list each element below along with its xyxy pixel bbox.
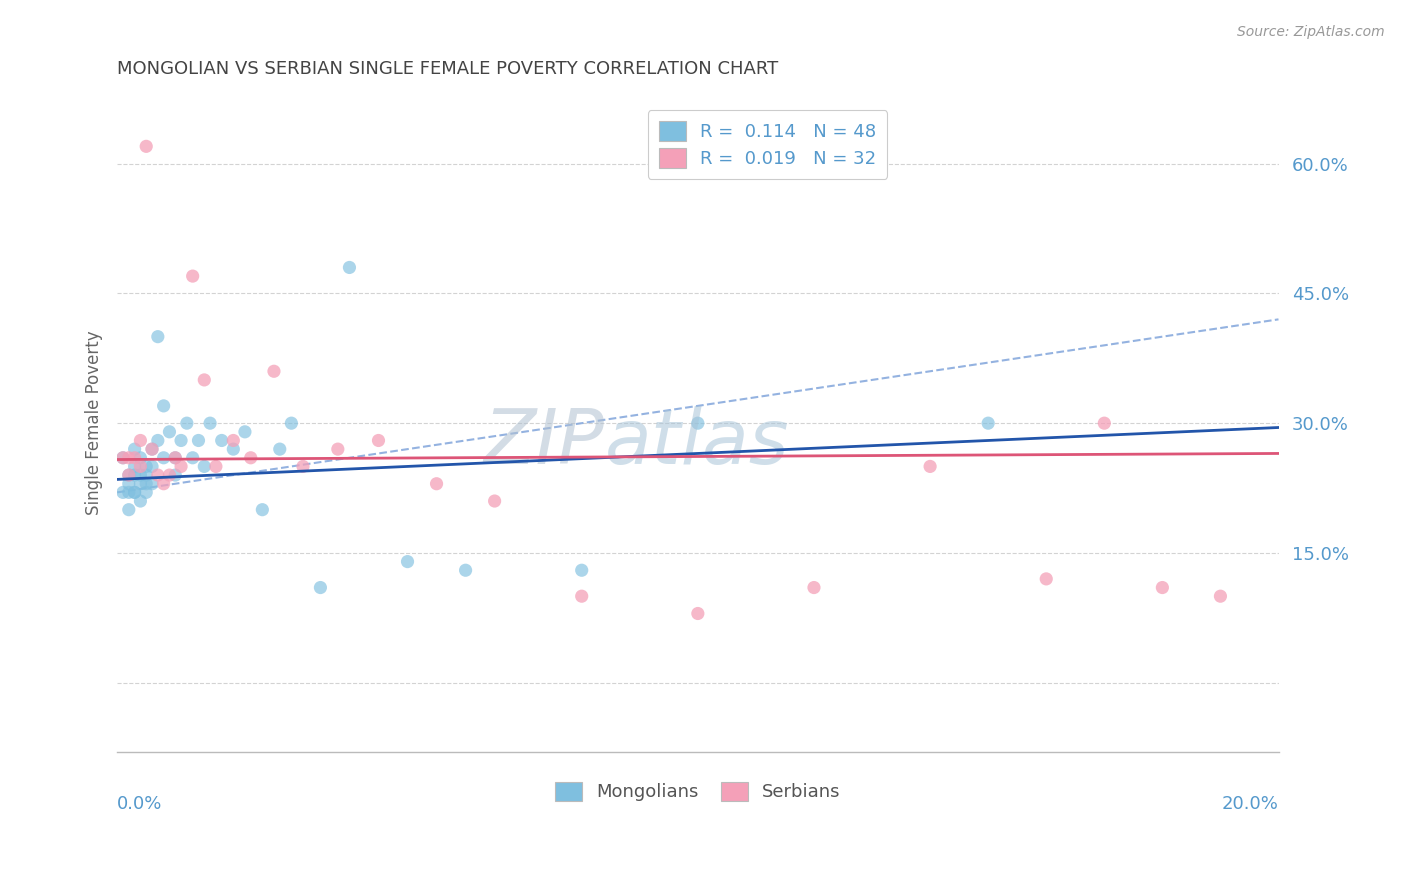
Point — [152, 399, 174, 413]
Point — [135, 485, 157, 500]
Point — [124, 450, 146, 465]
Point — [124, 468, 146, 483]
Point — [135, 459, 157, 474]
Point — [129, 459, 152, 474]
Point — [187, 434, 209, 448]
Point — [129, 494, 152, 508]
Point — [152, 476, 174, 491]
Point — [803, 581, 825, 595]
Point — [252, 502, 274, 516]
Point — [198, 416, 221, 430]
Point — [170, 434, 193, 448]
Point — [170, 459, 193, 474]
Point — [176, 416, 198, 430]
Point — [454, 563, 477, 577]
Point — [129, 434, 152, 448]
Point — [309, 581, 332, 595]
Point — [165, 450, 187, 465]
Point — [135, 468, 157, 483]
Point — [124, 485, 146, 500]
Point — [146, 329, 169, 343]
Point — [326, 442, 349, 457]
Text: 20.0%: 20.0% — [1222, 795, 1278, 813]
Point — [396, 555, 419, 569]
Point — [124, 459, 146, 474]
Legend: Mongolians, Serbians: Mongolians, Serbians — [548, 774, 848, 809]
Point — [111, 450, 134, 465]
Point — [339, 260, 361, 275]
Point — [141, 476, 163, 491]
Point — [263, 364, 285, 378]
Point — [165, 468, 187, 483]
Point — [141, 459, 163, 474]
Point — [152, 450, 174, 465]
Point — [181, 269, 204, 284]
Point — [425, 476, 447, 491]
Point — [181, 450, 204, 465]
Text: ZIP: ZIP — [484, 406, 605, 480]
Point — [118, 450, 141, 465]
Point — [571, 563, 593, 577]
Point — [292, 459, 315, 474]
Point — [118, 468, 141, 483]
Point — [920, 459, 942, 474]
Point — [135, 139, 157, 153]
Point — [118, 485, 141, 500]
Point — [222, 442, 245, 457]
Point — [159, 468, 181, 483]
Point — [146, 468, 169, 483]
Point — [124, 442, 146, 457]
Text: atlas: atlas — [605, 406, 789, 480]
Point — [1035, 572, 1057, 586]
Point — [280, 416, 302, 430]
Point — [129, 468, 152, 483]
Point — [165, 450, 187, 465]
Point — [977, 416, 1000, 430]
Point — [111, 485, 134, 500]
Point — [686, 416, 709, 430]
Point — [193, 373, 215, 387]
Point — [686, 607, 709, 621]
Point — [141, 442, 163, 457]
Point — [222, 434, 245, 448]
Point — [193, 459, 215, 474]
Point — [159, 425, 181, 439]
Point — [1092, 416, 1115, 430]
Point — [141, 442, 163, 457]
Point — [484, 494, 506, 508]
Text: Source: ZipAtlas.com: Source: ZipAtlas.com — [1237, 25, 1385, 39]
Point — [135, 476, 157, 491]
Point — [129, 476, 152, 491]
Point — [1152, 581, 1174, 595]
Point — [124, 485, 146, 500]
Point — [211, 434, 233, 448]
Point — [118, 468, 141, 483]
Text: MONGOLIAN VS SERBIAN SINGLE FEMALE POVERTY CORRELATION CHART: MONGOLIAN VS SERBIAN SINGLE FEMALE POVER… — [117, 60, 779, 78]
Point — [129, 450, 152, 465]
Text: 0.0%: 0.0% — [117, 795, 163, 813]
Point — [239, 450, 262, 465]
Point — [111, 450, 134, 465]
Point — [367, 434, 389, 448]
Point — [571, 589, 593, 603]
Point — [205, 459, 228, 474]
Point — [233, 425, 256, 439]
Point — [269, 442, 291, 457]
Point — [146, 434, 169, 448]
Point — [118, 502, 141, 516]
Y-axis label: Single Female Poverty: Single Female Poverty — [86, 331, 103, 516]
Point — [1209, 589, 1232, 603]
Point — [118, 476, 141, 491]
